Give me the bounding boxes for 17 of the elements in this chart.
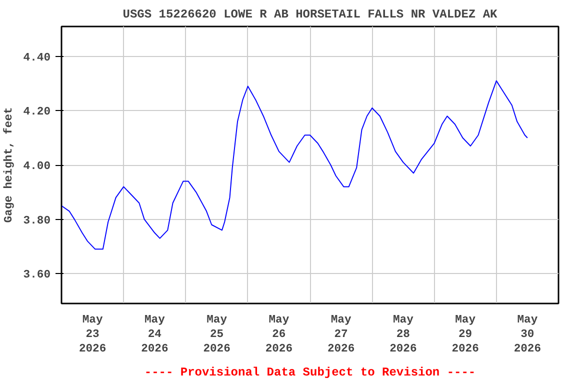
x-tick-label: May 29 2026 xyxy=(452,314,480,356)
y-axis-title: Gage height, feet xyxy=(2,107,16,223)
x-tick-label: May 27 2026 xyxy=(327,314,355,356)
x-tick-label: May 26 2026 xyxy=(265,314,293,356)
y-tick-label: 4.00 xyxy=(23,161,51,173)
y-tick-label: 4.20 xyxy=(23,106,51,119)
chart-title: USGS 15226620 LOWE R AB HORSETAIL FALLS NR VALDEZ AK xyxy=(122,8,498,22)
x-tick-label: May 24 2026 xyxy=(141,314,168,356)
x-tick-label: May 25 2026 xyxy=(203,314,231,356)
y-tick-label: 4.40 xyxy=(23,52,51,64)
y-tick-label: 3.80 xyxy=(23,215,51,228)
x-tick-label: May 30 2026 xyxy=(514,314,542,356)
x-tick-label: May 28 2026 xyxy=(390,314,417,356)
line-series xyxy=(62,80,528,250)
text: ---- Provisional Data Subject to Revision ---- xyxy=(144,366,476,380)
x-tick-label: May 23 2026 xyxy=(78,314,106,356)
y-tick-label: 3.60 xyxy=(23,270,51,282)
